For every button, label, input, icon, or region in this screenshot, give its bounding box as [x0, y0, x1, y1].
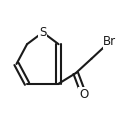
Text: O: O — [79, 88, 88, 101]
Text: S: S — [39, 26, 47, 39]
Text: Br: Br — [103, 35, 117, 48]
